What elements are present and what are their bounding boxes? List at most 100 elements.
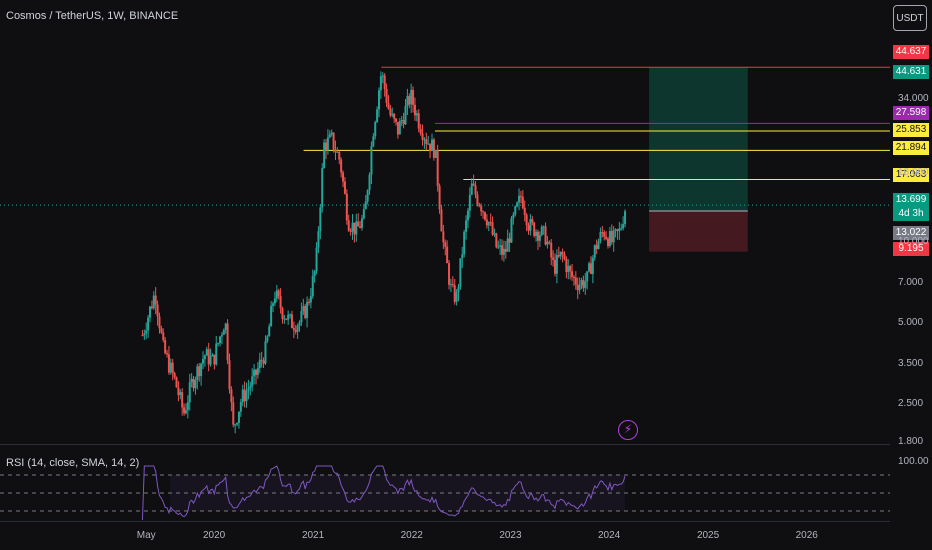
candle-body	[160, 328, 163, 333]
candle-body	[466, 210, 469, 221]
candle-body	[254, 369, 257, 375]
candle-body	[446, 246, 449, 264]
candle-body	[440, 209, 443, 232]
candle-body	[400, 120, 403, 122]
candle-body	[607, 238, 609, 247]
candle-body	[321, 168, 324, 208]
candle-body	[313, 271, 316, 276]
candle-body	[184, 410, 187, 414]
candle-body	[571, 271, 574, 277]
candle-body	[266, 336, 269, 342]
rsi-label: RSI (14, close, SMA, 14, 2)	[6, 457, 140, 469]
candle-body	[162, 332, 165, 341]
y-tick-label: 10.000	[898, 235, 929, 247]
candle-body	[417, 113, 420, 129]
candle-body	[194, 380, 197, 389]
candle-body	[444, 242, 447, 247]
candle-body	[287, 314, 290, 320]
candle-body	[504, 248, 507, 252]
candle-body	[219, 336, 222, 344]
candle-body	[501, 245, 504, 255]
candle-body	[222, 329, 225, 335]
candle-body	[612, 230, 615, 243]
candle-body	[502, 248, 505, 255]
price-tag: 13.022	[893, 226, 929, 240]
y-tick-label: 1.800	[898, 436, 924, 447]
candle-body	[283, 318, 286, 320]
candle-body	[306, 301, 309, 319]
candle-body	[376, 109, 379, 123]
candle-body	[430, 139, 433, 151]
candle-body	[141, 335, 144, 337]
candle-body	[325, 142, 328, 151]
candle-body	[226, 323, 229, 361]
x-tick-label: 2020	[203, 530, 226, 541]
candle-body	[468, 194, 471, 211]
candle-body	[523, 207, 526, 215]
candle-body	[470, 183, 473, 195]
candle-body	[453, 285, 456, 302]
x-tick-label: 2021	[301, 530, 325, 541]
price-tag: 44.637	[893, 45, 929, 59]
candle-body	[451, 284, 454, 286]
candle-body	[476, 194, 479, 205]
candle-body	[396, 121, 399, 135]
candle-body	[359, 226, 362, 228]
candle-body	[491, 222, 494, 235]
candle-body	[622, 224, 625, 229]
candle-body	[463, 231, 466, 255]
candle-body	[398, 121, 401, 135]
candle-body	[514, 206, 517, 215]
candle-body	[459, 258, 462, 287]
price-tag: 9.195	[893, 242, 929, 256]
candle-body	[190, 378, 193, 383]
x-tick-label: 2022	[400, 530, 423, 541]
candle-body	[323, 142, 326, 169]
candle-body	[421, 133, 424, 140]
price-tag: 27.598	[893, 106, 929, 120]
candle-body	[546, 241, 549, 245]
currency-button[interactable]: USDT	[893, 5, 927, 31]
candle-body	[147, 317, 150, 331]
candle-body	[576, 284, 579, 291]
candle-body	[205, 349, 208, 356]
candle-body	[164, 340, 167, 354]
candle-body	[175, 377, 178, 388]
candle-body	[270, 305, 273, 327]
candle-body	[516, 202, 519, 207]
candle-body	[385, 89, 388, 103]
candle-body	[198, 366, 201, 377]
loss-zone	[649, 211, 748, 252]
candle-body	[533, 222, 536, 236]
candle-body	[360, 218, 363, 228]
lightning-icon[interactable]: ⚡	[618, 420, 638, 440]
candle-body	[582, 280, 585, 288]
x-tick-label: 2023	[499, 530, 522, 541]
candle-body	[389, 108, 392, 116]
candle-body	[186, 402, 189, 411]
candle-body	[599, 232, 602, 242]
candle-body	[438, 185, 441, 210]
price-tag: 13.699	[893, 193, 929, 207]
candle-body	[169, 362, 172, 373]
y-tick-label: 18.000	[898, 167, 929, 179]
candle-body	[264, 341, 267, 364]
candle-body	[510, 218, 513, 243]
candle-body	[207, 349, 210, 365]
candle-body	[586, 271, 589, 282]
candle-body	[395, 118, 398, 122]
price-tag: 25.853	[893, 123, 929, 137]
candle-body	[372, 136, 375, 147]
candle-body	[281, 308, 284, 320]
candle-body	[578, 284, 581, 291]
candle-body	[449, 284, 452, 286]
candle-body	[478, 204, 481, 206]
candle-body	[521, 196, 524, 208]
candle-body	[391, 113, 394, 116]
candle-body	[531, 219, 534, 223]
candle-body	[183, 407, 186, 414]
candle-body	[584, 281, 587, 288]
candle-body	[591, 257, 594, 274]
candle-body	[404, 105, 407, 125]
